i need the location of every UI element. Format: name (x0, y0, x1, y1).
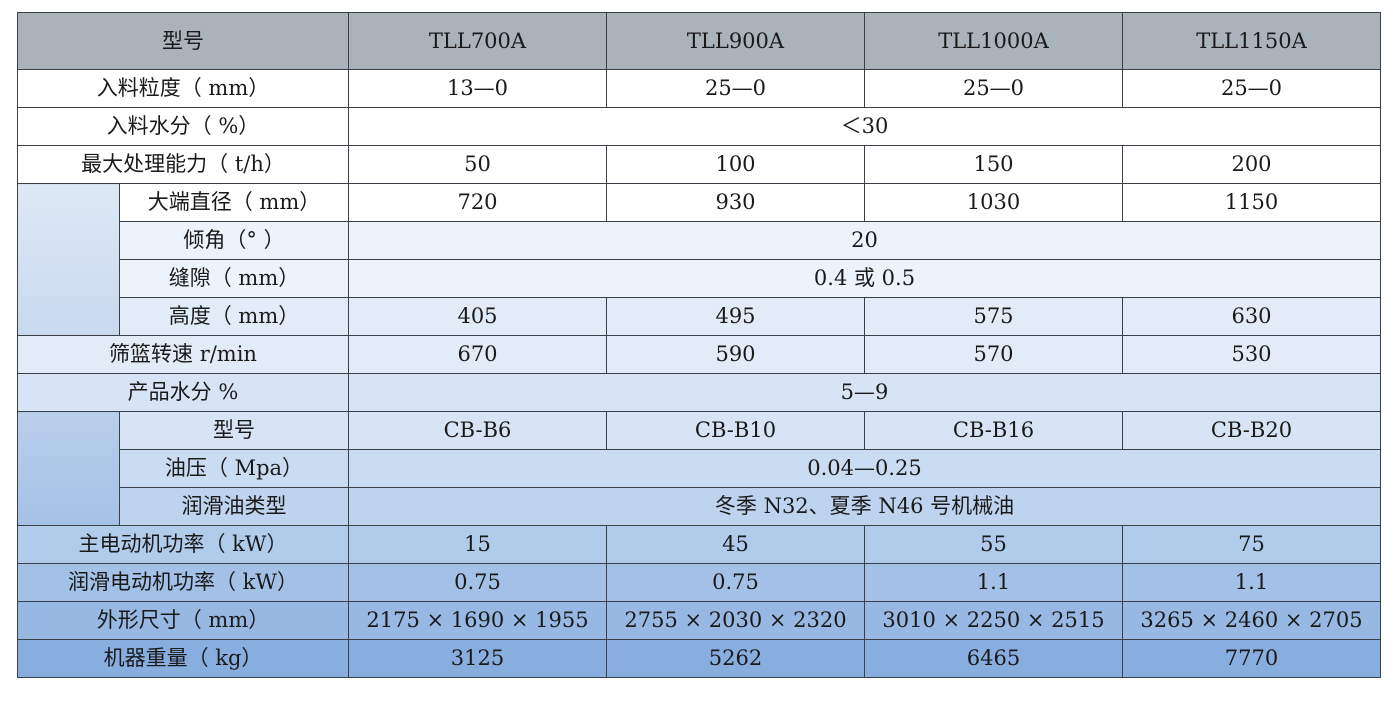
lube-motor-power-value: 0.75 (348, 563, 607, 602)
height-row: 高度（ mm） 405 495 575 630 (18, 297, 1381, 336)
product-moisture-label: 产品水分 % (17, 373, 349, 412)
dimensions-value: 2175 × 1690 × 1955 (348, 601, 607, 640)
pump-model-value: CB-B20 (1122, 411, 1381, 450)
main-motor-power-value: 75 (1122, 525, 1381, 564)
large-end-diameter-value: 930 (606, 183, 865, 222)
lube-oil-type-row: 润滑油类型 冬季 N32、夏季 N46 号机械油 (18, 487, 1381, 526)
feed-moisture-row: 入料水分（ %） ＜30 (17, 107, 1381, 146)
gap-value: 0.4 或 0.5 (348, 259, 1381, 298)
basket-speed-value: 530 (1122, 335, 1381, 374)
gap-label: 缝隙（ mm） (119, 259, 349, 298)
height-value: 495 (606, 297, 865, 336)
lube-oil-type-value: 冬季 N32、夏季 N46 号机械油 (348, 487, 1381, 526)
oil-pressure-row: 油压（ Mpa） 0.04—0.25 (18, 449, 1381, 488)
inclination-row: 倾角（° ） 20 (18, 221, 1381, 260)
max-capacity-value: 50 (348, 145, 607, 184)
main-motor-power-label: 主电动机功率（ kW） (17, 525, 349, 564)
spec-table: 型号 TLL700A TLL900A TLL1000A TLL1150A 入料粒… (17, 12, 1381, 678)
inclination-label: 倾角（° ） (119, 221, 349, 260)
oil-pressure-label: 油压（ Mpa） (119, 449, 349, 488)
feed-size-value: 13—0 (348, 69, 607, 108)
lube-motor-power-row: 润滑电动机功率（ kW） 0.75 0.75 1.1 1.1 (17, 563, 1381, 602)
product-moisture-row: 产品水分 % 5—9 (17, 373, 1381, 412)
lube-oil-type-label: 润滑油类型 (119, 487, 349, 526)
max-capacity-value: 100 (606, 145, 865, 184)
main-motor-power-value: 45 (606, 525, 865, 564)
feed-size-row: 入料粒度（ mm） 13—0 25—0 25—0 25—0 (17, 69, 1381, 108)
model-col-4: TLL1150A (1122, 12, 1381, 70)
pump-model-value: CB-B10 (606, 411, 865, 450)
large-end-diameter-value: 1150 (1122, 183, 1381, 222)
machine-weight-value: 5262 (606, 639, 865, 678)
gap-row: 缝隙（ mm） 0.4 或 0.5 (18, 259, 1381, 298)
dimensions-label: 外形尺寸（ mm） (17, 601, 349, 640)
model-col-3: TLL1000A (864, 12, 1123, 70)
pump-model-row: 型号 CB-B6 CB-B10 CB-B16 CB-B20 (17, 411, 1381, 526)
basket-speed-label: 筛篮转速 r/min (17, 335, 349, 374)
basket-speed-row: 筛篮转速 r/min 670 590 570 530 (17, 335, 1381, 374)
main-motor-power-row: 主电动机功率（ kW） 15 45 55 75 (17, 525, 1381, 564)
dimensions-row: 外形尺寸（ mm） 2175 × 1690 × 1955 2755 × 2030… (17, 601, 1381, 640)
basket-speed-value: 570 (864, 335, 1123, 374)
feed-size-value: 25—0 (1122, 69, 1381, 108)
screen-group-cell (17, 183, 120, 336)
height-value: 630 (1122, 297, 1381, 336)
large-end-diameter-value: 1030 (864, 183, 1123, 222)
model-label: 型号 (17, 12, 349, 70)
lube-motor-power-value: 0.75 (606, 563, 865, 602)
model-col-2: TLL900A (606, 12, 865, 70)
max-capacity-value: 200 (1122, 145, 1381, 184)
max-capacity-label: 最大处理能力（ t/h） (17, 145, 349, 184)
machine-weight-row: 机器重量（ kg） 3125 5262 6465 7770 (17, 639, 1381, 678)
machine-weight-value: 7770 (1122, 639, 1381, 678)
max-capacity-row: 最大处理能力（ t/h） 50 100 150 200 (17, 145, 1381, 184)
height-value: 575 (864, 297, 1123, 336)
large-end-diameter-label: 大端直径（ mm） (119, 183, 349, 222)
pump-model-value: CB-B16 (864, 411, 1123, 450)
header-row: 型号 TLL700A TLL900A TLL1000A TLL1150A (17, 12, 1381, 70)
oil-pressure-value: 0.04—0.25 (348, 449, 1381, 488)
max-capacity-value: 150 (864, 145, 1123, 184)
machine-weight-value: 6465 (864, 639, 1123, 678)
dimensions-value: 3265 × 2460 × 2705 (1122, 601, 1381, 640)
machine-weight-label: 机器重量（ kg） (17, 639, 349, 678)
lubrication-group-cell (17, 411, 120, 526)
machine-weight-value: 3125 (348, 639, 607, 678)
feed-size-label: 入料粒度（ mm） (17, 69, 349, 108)
feed-size-value: 25—0 (864, 69, 1123, 108)
product-moisture-value: 5—9 (348, 373, 1381, 412)
large-end-diameter-row: 大端直径（ mm） 720 930 1030 1150 (17, 183, 1381, 336)
basket-speed-value: 670 (348, 335, 607, 374)
main-motor-power-value: 15 (348, 525, 607, 564)
large-end-diameter-value: 720 (348, 183, 607, 222)
model-col-1: TLL700A (348, 12, 607, 70)
inclination-value: 20 (348, 221, 1381, 260)
main-motor-power-value: 55 (864, 525, 1123, 564)
dimensions-value: 3010 × 2250 × 2515 (864, 601, 1123, 640)
pump-model-value: CB-B6 (348, 411, 607, 450)
height-label: 高度（ mm） (119, 297, 349, 336)
dimensions-value: 2755 × 2030 × 2320 (606, 601, 865, 640)
pump-model-label: 型号 (119, 411, 349, 450)
lube-motor-power-value: 1.1 (1122, 563, 1381, 602)
feed-size-value: 25—0 (606, 69, 865, 108)
lube-motor-power-value: 1.1 (864, 563, 1123, 602)
feed-moisture-value: ＜30 (348, 107, 1381, 146)
lube-motor-power-label: 润滑电动机功率（ kW） (17, 563, 349, 602)
basket-speed-value: 590 (606, 335, 865, 374)
height-value: 405 (348, 297, 607, 336)
feed-moisture-label: 入料水分（ %） (17, 107, 349, 146)
